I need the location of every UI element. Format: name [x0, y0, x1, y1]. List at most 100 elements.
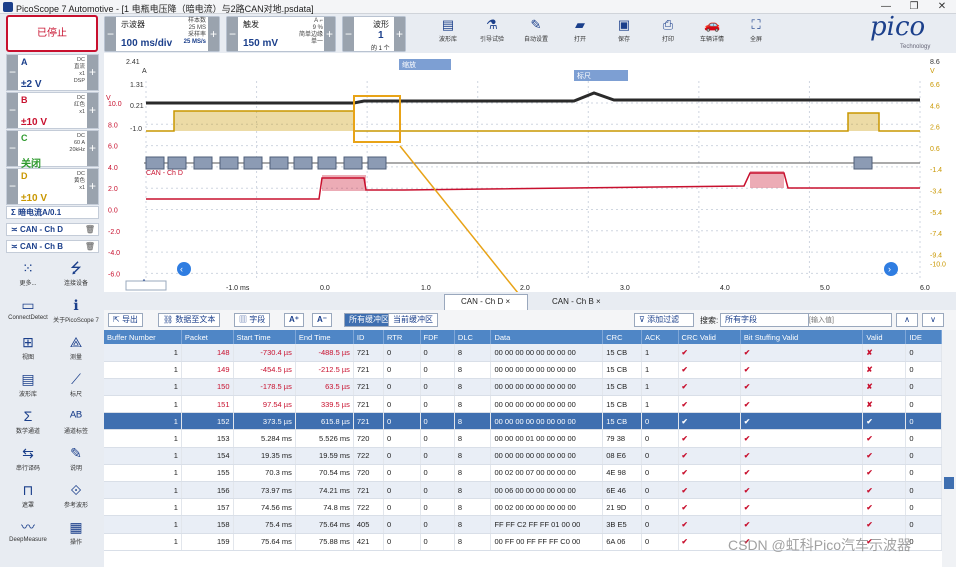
can-packet-marker[interactable]	[219, 156, 239, 170]
table-row[interactable]: 1 156 73.97 ms 74.21 ms 721 0 0 8 00 06 00 00 00…	[104, 481, 942, 500]
library-toolbar-button[interactable]: ▤ 波形库	[426, 17, 470, 49]
column-header[interactable]: IDE	[905, 330, 942, 344]
wand-toolbar-button[interactable]: ✎ 自动设置	[514, 17, 558, 49]
print-toolbar-button[interactable]: ⎙ 打印	[646, 17, 690, 49]
guided-test-toolbar-button[interactable]: ⚗ 引导试验	[470, 17, 514, 49]
tab-can-ch-b[interactable]: CAN - Ch B ×	[536, 295, 620, 310]
sidebar-reference-button[interactable]: ⟐ 参考波形	[52, 482, 100, 518]
add-filter-button[interactable]: ⊽ 添加过滤	[634, 313, 694, 327]
channel-d-control[interactable]: − D ±10 V DC 黄色 x1 +	[6, 168, 99, 205]
folder-toolbar-button[interactable]: ▰ 打开	[558, 17, 602, 49]
timebase-value[interactable]: 100 ms/div	[121, 38, 173, 49]
channel-b-control[interactable]: − B ±10 V DC 红色 x1 +	[6, 92, 99, 129]
channel-range[interactable]: ±10 V	[21, 117, 48, 128]
channel-decrease-button[interactable]: −	[7, 93, 18, 128]
close-button[interactable]: ✕	[937, 1, 947, 12]
channel-increase-button[interactable]: +	[87, 93, 98, 128]
sidebar-ruler-button[interactable]: ⟋ 标尺	[52, 371, 100, 407]
channel-increase-button[interactable]: +	[87, 55, 98, 90]
can-packet-marker[interactable]	[293, 156, 313, 170]
search-down-button[interactable]: ∨	[922, 313, 944, 327]
can-packet-marker[interactable]	[193, 156, 213, 170]
export-button[interactable]: ⇱ 导出	[108, 313, 143, 327]
search-input[interactable]	[808, 313, 892, 327]
trigger-mode[interactable]: 简单边缘	[298, 32, 323, 38]
trigger-increase-button[interactable]: +	[324, 17, 335, 51]
waveform-value[interactable]: 1	[378, 30, 384, 41]
table-row[interactable]: 1 155 70.3 ms 70.54 ms 720 0 0 8 00 02 00 07 00 …	[104, 464, 942, 483]
timebase-decrease-button[interactable]: −	[105, 17, 116, 51]
samples-value[interactable]: 25 MS	[188, 25, 206, 31]
table-row[interactable]: 1 154 19.35 ms 19.59 ms 722 0 0 8 00 00 00 00 00…	[104, 447, 942, 465]
column-header[interactable]: ACK	[641, 330, 679, 344]
channel-range[interactable]: ±10 V	[21, 193, 48, 204]
zoom-highlight-box[interactable]	[353, 95, 401, 143]
current-buffer-button[interactable]: 当前缓冲区	[388, 313, 438, 327]
fullscreen-toolbar-button[interactable]: ⛶ 全屏	[734, 17, 778, 49]
sidebar-view-button[interactable]: ⊞ 视图	[4, 334, 52, 370]
sidebar-connectdetect-button[interactable]: ▭ ConnectDetect	[4, 297, 52, 333]
channel-increase-button[interactable]: +	[87, 131, 98, 166]
can-packet-marker[interactable]	[167, 156, 187, 170]
column-header[interactable]: FDF	[420, 330, 455, 344]
sidebar-sigma-button[interactable]: Σ 数学通道	[4, 408, 52, 444]
close-icon[interactable]: ×	[505, 297, 511, 306]
channel-increase-button[interactable]: +	[87, 169, 98, 204]
column-header[interactable]: CRC Valid	[678, 330, 741, 344]
sidebar-usb-button[interactable]: ⭍ 连接设备	[52, 260, 100, 296]
column-header[interactable]: Valid	[862, 330, 907, 344]
close-icon[interactable]: ×	[596, 297, 601, 306]
stop-button[interactable]: 已停止	[6, 15, 98, 52]
sidebar-info-button[interactable]: ℹ 关于PicoScope 7	[52, 297, 100, 333]
waveform-next-button[interactable]: +	[394, 17, 405, 51]
sidebar-notes-button[interactable]: ✎ 说明	[52, 445, 100, 481]
can-packet-marker[interactable]	[343, 156, 363, 170]
channel-c-control[interactable]: − C 关闭 DC 60 A 20kHz +	[6, 130, 99, 170]
serial-decode-item[interactable]: ≍ CAN - Ch D 🗑	[6, 223, 99, 236]
sidebar-grid-button[interactable]: ⁙ 更多...	[4, 260, 52, 296]
trash-icon[interactable]: 🗑	[84, 225, 95, 234]
font-increase-button[interactable]: A⁺	[284, 313, 304, 327]
scroll-right-button[interactable]	[884, 262, 898, 276]
column-header[interactable]: CRC	[602, 330, 642, 344]
serial-decode-item[interactable]: ≍ CAN - Ch B 🗑	[6, 240, 99, 253]
column-header[interactable]: ID	[353, 330, 384, 344]
ruler-overlay-label[interactable]: 标尺	[577, 71, 591, 80]
table-row[interactable]: 1 153 5.284 ms 5.526 ms 720 0 0 8 00 00 00 01 00…	[104, 429, 942, 448]
can-packet-marker[interactable]	[317, 156, 337, 170]
sidebar-actions-button[interactable]: ▦ 操作	[52, 519, 100, 555]
can-packet-marker[interactable]	[367, 156, 387, 170]
data-to-text-button[interactable]: ⛓ 数据至文本	[158, 313, 221, 327]
table-row[interactable]: 1 152 373.5 µs 615.8 µs 721 0 0 8 00 00 00 00 00…	[104, 412, 942, 431]
maximize-button[interactable]: ❐	[909, 1, 919, 12]
search-field-select[interactable]: 所有字段	[720, 313, 816, 327]
channel-range[interactable]: ±2 V	[21, 79, 42, 90]
table-row[interactable]: 1 149 -454.5 µs -212.5 µs 721 0 0 8 00 00 00 00 …	[104, 361, 942, 379]
can-packet-marker[interactable]	[145, 156, 165, 170]
trigger-level[interactable]: 150 mV	[243, 38, 279, 49]
timebase-increase-button[interactable]: +	[208, 17, 219, 51]
scrollbar-thumb[interactable]	[944, 477, 954, 489]
save-toolbar-button[interactable]: ▣ 保存	[602, 17, 646, 49]
font-decrease-button[interactable]: A⁻	[312, 313, 332, 327]
channel-range[interactable]: 关闭	[21, 159, 41, 170]
scroll-left-button[interactable]	[177, 262, 191, 276]
table-scrollbar[interactable]	[942, 330, 956, 567]
fields-button[interactable]: ▥ 字段	[234, 313, 271, 327]
column-header[interactable]: Bit Stuffing Valid	[740, 330, 864, 344]
column-header[interactable]: Buffer Number	[104, 330, 182, 344]
can-packet-marker[interactable]	[853, 156, 873, 170]
search-up-button[interactable]: ∧	[896, 313, 918, 327]
channel-decrease-button[interactable]: −	[7, 55, 18, 90]
waveform-prev-button[interactable]: −	[343, 17, 354, 51]
sidebar-abcd-button[interactable]: ᴬᴮ 通道标签	[52, 408, 100, 444]
column-header[interactable]: RTR	[383, 330, 421, 344]
zoom-overlay-label[interactable]: 缩放	[402, 60, 416, 69]
table-row[interactable]: 1 159 75.64 ms 75.88 ms 421 0 0 8 00 FF 00 FF FF…	[104, 533, 942, 551]
tab-can-ch-d[interactable]: CAN - Ch D ×	[444, 294, 528, 310]
trigger-decrease-button[interactable]: −	[227, 17, 238, 51]
can-packet-table[interactable]: Buffer Number Packet Start Time End Time ID R…	[104, 330, 942, 567]
column-header[interactable]: DLC	[454, 330, 492, 344]
column-header[interactable]: Data	[490, 330, 604, 344]
table-row[interactable]: 1 151 97.54 µs 339.5 µs 721 0 0 8 00 00 00 00 00…	[104, 395, 942, 414]
